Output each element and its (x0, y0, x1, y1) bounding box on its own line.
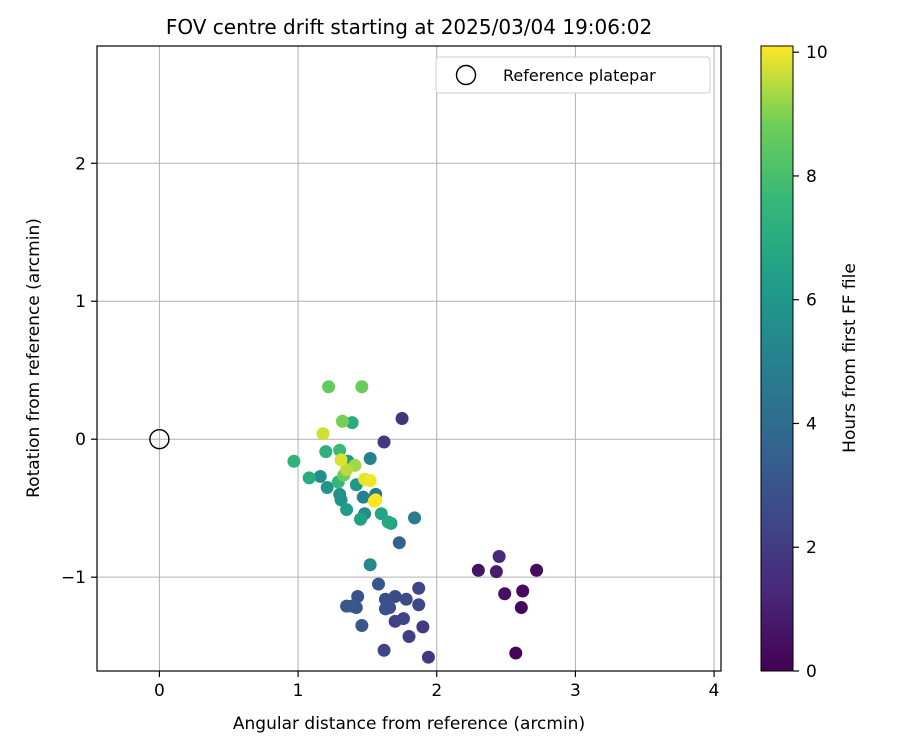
data-point (334, 493, 348, 507)
legend-box (435, 56, 711, 94)
legend: Reference platepar (435, 56, 711, 94)
data-point (356, 490, 370, 504)
colorbar: 0 2 4 6 8 10 Hours from first FF file (760, 43, 860, 682)
data-point (395, 412, 409, 426)
data-point (471, 563, 485, 577)
data-point (516, 584, 530, 598)
data-point (381, 515, 395, 529)
data-point (313, 469, 327, 483)
chart-title: FOV centre drift starting at 2025/03/04 … (166, 15, 652, 39)
x-axis-ticks: 0 1 2 3 4 (154, 671, 719, 701)
data-point (371, 577, 385, 591)
data-point (377, 643, 391, 657)
data-point (363, 452, 377, 466)
data-point (369, 493, 383, 507)
colorbar-tick-label: 6 (806, 291, 817, 311)
data-point (402, 630, 416, 644)
data-point (319, 445, 333, 459)
x-tick-label: 1 (293, 681, 304, 701)
data-point (287, 454, 301, 468)
data-point (378, 592, 392, 606)
data-point (421, 650, 435, 664)
x-tick-label: 4 (709, 681, 720, 701)
legend-marker-icon (455, 64, 477, 86)
grid (97, 46, 721, 671)
colorbar-tick-label: 0 (806, 662, 817, 682)
data-point (498, 587, 512, 601)
data-point (412, 581, 426, 595)
data-point (353, 512, 367, 526)
colorbar-label: Hours from first FF file (840, 263, 860, 453)
reference-point-marker (149, 429, 170, 450)
data-point (302, 471, 316, 485)
data-point (355, 380, 369, 394)
colorbar-tick-label: 8 (806, 167, 817, 187)
colorbar-tick-label: 2 (806, 538, 817, 558)
data-point (316, 427, 330, 441)
colorbar-gradient (760, 45, 794, 672)
x-tick-label: 2 (431, 681, 442, 701)
y-tick-label: 1 (75, 292, 86, 312)
data-point (345, 416, 359, 430)
data-point (363, 558, 377, 572)
data-point (530, 563, 544, 577)
y-tick-label: 2 (75, 154, 86, 174)
y-tick-label: −1 (61, 568, 86, 588)
data-point (363, 474, 377, 488)
y-tick-label: 0 (75, 430, 86, 450)
data-point (408, 511, 422, 525)
data-point (345, 599, 359, 613)
data-point (340, 463, 354, 477)
data-point (355, 618, 369, 632)
x-tick-label: 0 (154, 681, 165, 701)
data-point (509, 646, 523, 660)
data-point (322, 380, 336, 394)
legend-label: Reference platepar (503, 66, 656, 85)
y-axis-ticks: −1 0 1 2 (61, 154, 97, 588)
data-point (416, 620, 430, 634)
data-point (399, 592, 413, 606)
colorbar-tick-label: 4 (806, 414, 817, 434)
plot-frame (96, 45, 722, 672)
data-point (351, 589, 365, 603)
data-point (412, 598, 426, 612)
data-point (392, 536, 406, 550)
data-points (149, 380, 544, 664)
colorbar-ticks: 0 2 4 6 8 10 (793, 43, 828, 682)
y-axis-label: Rotation from reference (arcmin) (24, 218, 44, 498)
x-tick-label: 3 (570, 681, 581, 701)
colorbar-tick-label: 10 (806, 43, 828, 63)
data-point (340, 503, 354, 517)
data-point (378, 602, 392, 616)
data-point (377, 435, 391, 449)
data-point (320, 481, 334, 495)
data-point (334, 453, 348, 467)
data-point (492, 549, 506, 563)
data-point (333, 443, 347, 457)
x-axis-label: Angular distance from reference (arcmin) (233, 714, 585, 734)
data-point (396, 612, 410, 626)
data-point (489, 565, 503, 579)
data-point (514, 601, 528, 615)
data-point (335, 414, 349, 428)
